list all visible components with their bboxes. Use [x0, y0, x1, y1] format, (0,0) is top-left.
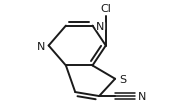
Bar — [138, 93, 146, 100]
Text: N: N — [96, 21, 104, 31]
Text: S: S — [119, 74, 126, 84]
Text: N: N — [37, 41, 46, 51]
Bar — [37, 42, 45, 50]
Text: Cl: Cl — [100, 4, 111, 14]
Bar — [96, 23, 104, 30]
Bar — [118, 75, 126, 83]
Text: N: N — [138, 91, 146, 101]
Bar — [100, 5, 112, 12]
